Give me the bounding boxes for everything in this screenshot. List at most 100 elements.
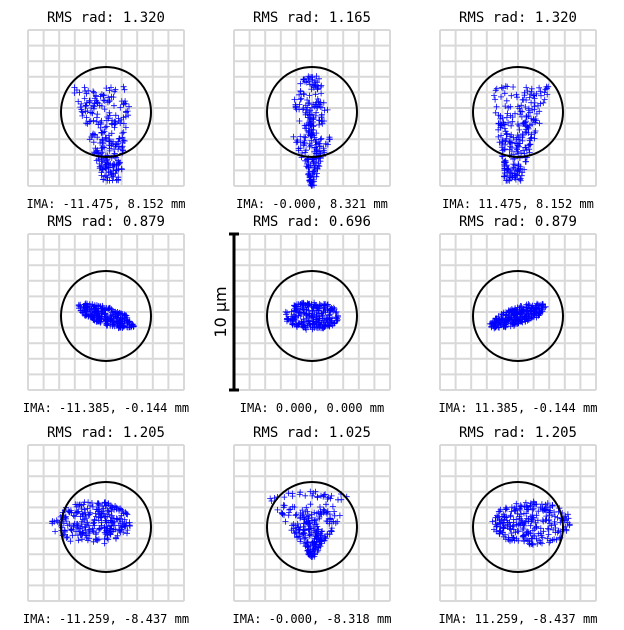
spot-point <box>307 181 314 188</box>
spot-point <box>67 538 74 545</box>
spot-point <box>491 325 498 332</box>
spot-point <box>313 173 320 180</box>
spot-point <box>331 512 338 519</box>
spot-point <box>81 95 88 102</box>
spot-point <box>522 144 529 151</box>
spot-point <box>81 84 88 91</box>
spot-point <box>506 168 512 175</box>
spot-point <box>539 540 545 547</box>
spot-point <box>291 96 298 103</box>
spot-point <box>504 110 511 117</box>
spot-point <box>285 316 292 323</box>
spot-point <box>298 318 305 325</box>
spot-point <box>90 117 97 124</box>
spot-point <box>507 307 514 314</box>
spot-point <box>108 502 114 509</box>
spot-point <box>301 139 308 146</box>
spot-point <box>101 106 108 113</box>
spot-point <box>115 522 122 529</box>
spot-point <box>501 125 508 132</box>
spot-point <box>98 315 105 322</box>
spot-point <box>290 133 297 140</box>
grid <box>439 29 597 187</box>
spot-point <box>535 310 542 317</box>
spot-point <box>293 106 300 113</box>
spot-point <box>103 316 109 323</box>
spot-point <box>311 178 317 185</box>
spot-point <box>106 98 113 105</box>
spot-point <box>323 518 330 524</box>
spot-point <box>306 551 313 558</box>
spot-point <box>285 490 292 497</box>
spot-point <box>99 302 106 309</box>
spot-point <box>531 92 538 99</box>
spot-point <box>500 533 507 540</box>
spot-point <box>508 131 515 138</box>
spot-point <box>533 523 540 530</box>
spot-point <box>90 149 97 156</box>
spot-point <box>334 316 341 323</box>
rms-title: RMS rad: 1.320 <box>47 10 165 26</box>
spot-point <box>79 112 86 119</box>
spot-point <box>318 135 325 142</box>
spot-point <box>512 507 519 514</box>
spot-point <box>121 516 128 523</box>
spot-cell: RMS rad: 1.205 IMA: -11.259, -8.437 mm <box>23 425 189 626</box>
spot-point <box>320 309 327 316</box>
spot-point <box>304 104 311 111</box>
spot-point <box>68 526 75 533</box>
spot-point <box>309 324 316 331</box>
spot-point <box>307 122 314 129</box>
spot-point <box>115 146 122 153</box>
spot-point <box>526 94 533 101</box>
spot-point <box>85 528 92 535</box>
spot-point <box>324 301 331 308</box>
spot-point <box>91 89 97 96</box>
spot-point <box>503 317 510 324</box>
spot-point <box>97 319 104 326</box>
spot-point <box>116 516 123 523</box>
spot-point <box>78 100 85 107</box>
spot-point <box>527 91 534 98</box>
spot-point <box>92 536 99 542</box>
spot-point <box>545 526 552 533</box>
spot-point <box>318 104 325 111</box>
spot-point <box>513 91 520 98</box>
spot-point <box>535 102 541 109</box>
spot-point <box>117 515 124 522</box>
spot-point <box>566 522 573 529</box>
spot-point <box>499 140 506 147</box>
spot-point <box>107 531 114 538</box>
spot-point <box>78 518 85 525</box>
spot-point <box>303 79 310 86</box>
spot-point <box>84 108 91 114</box>
spot-point <box>532 128 539 134</box>
spot-point <box>292 522 299 529</box>
spot-point <box>311 301 318 308</box>
spot-point <box>323 501 329 508</box>
spot-point <box>536 84 543 91</box>
spot-point <box>552 525 559 531</box>
spot-point <box>53 517 60 524</box>
spot-point <box>308 514 315 521</box>
spot-point <box>291 504 298 511</box>
spot-point <box>83 99 90 106</box>
spot-point <box>77 513 84 520</box>
spot-point <box>535 530 542 537</box>
spot-point <box>328 528 334 535</box>
spot-cell: RMS rad: 0.879 IMA: -11.385, -0.144 mm <box>23 214 189 415</box>
spot-point <box>515 316 522 323</box>
field-label: IMA: -11.475, 8.152 mm <box>27 197 186 211</box>
spot-point <box>511 311 518 318</box>
spot-point <box>501 90 508 97</box>
spot-point <box>113 161 120 168</box>
spot-point <box>82 311 89 318</box>
spot-point <box>524 124 531 131</box>
spot-point <box>539 534 546 541</box>
spot-point <box>530 116 537 123</box>
spot-point <box>120 137 127 144</box>
spot-point <box>102 135 109 142</box>
spot-point <box>301 516 308 523</box>
spot-points <box>491 83 552 184</box>
airy-circle <box>60 66 152 158</box>
